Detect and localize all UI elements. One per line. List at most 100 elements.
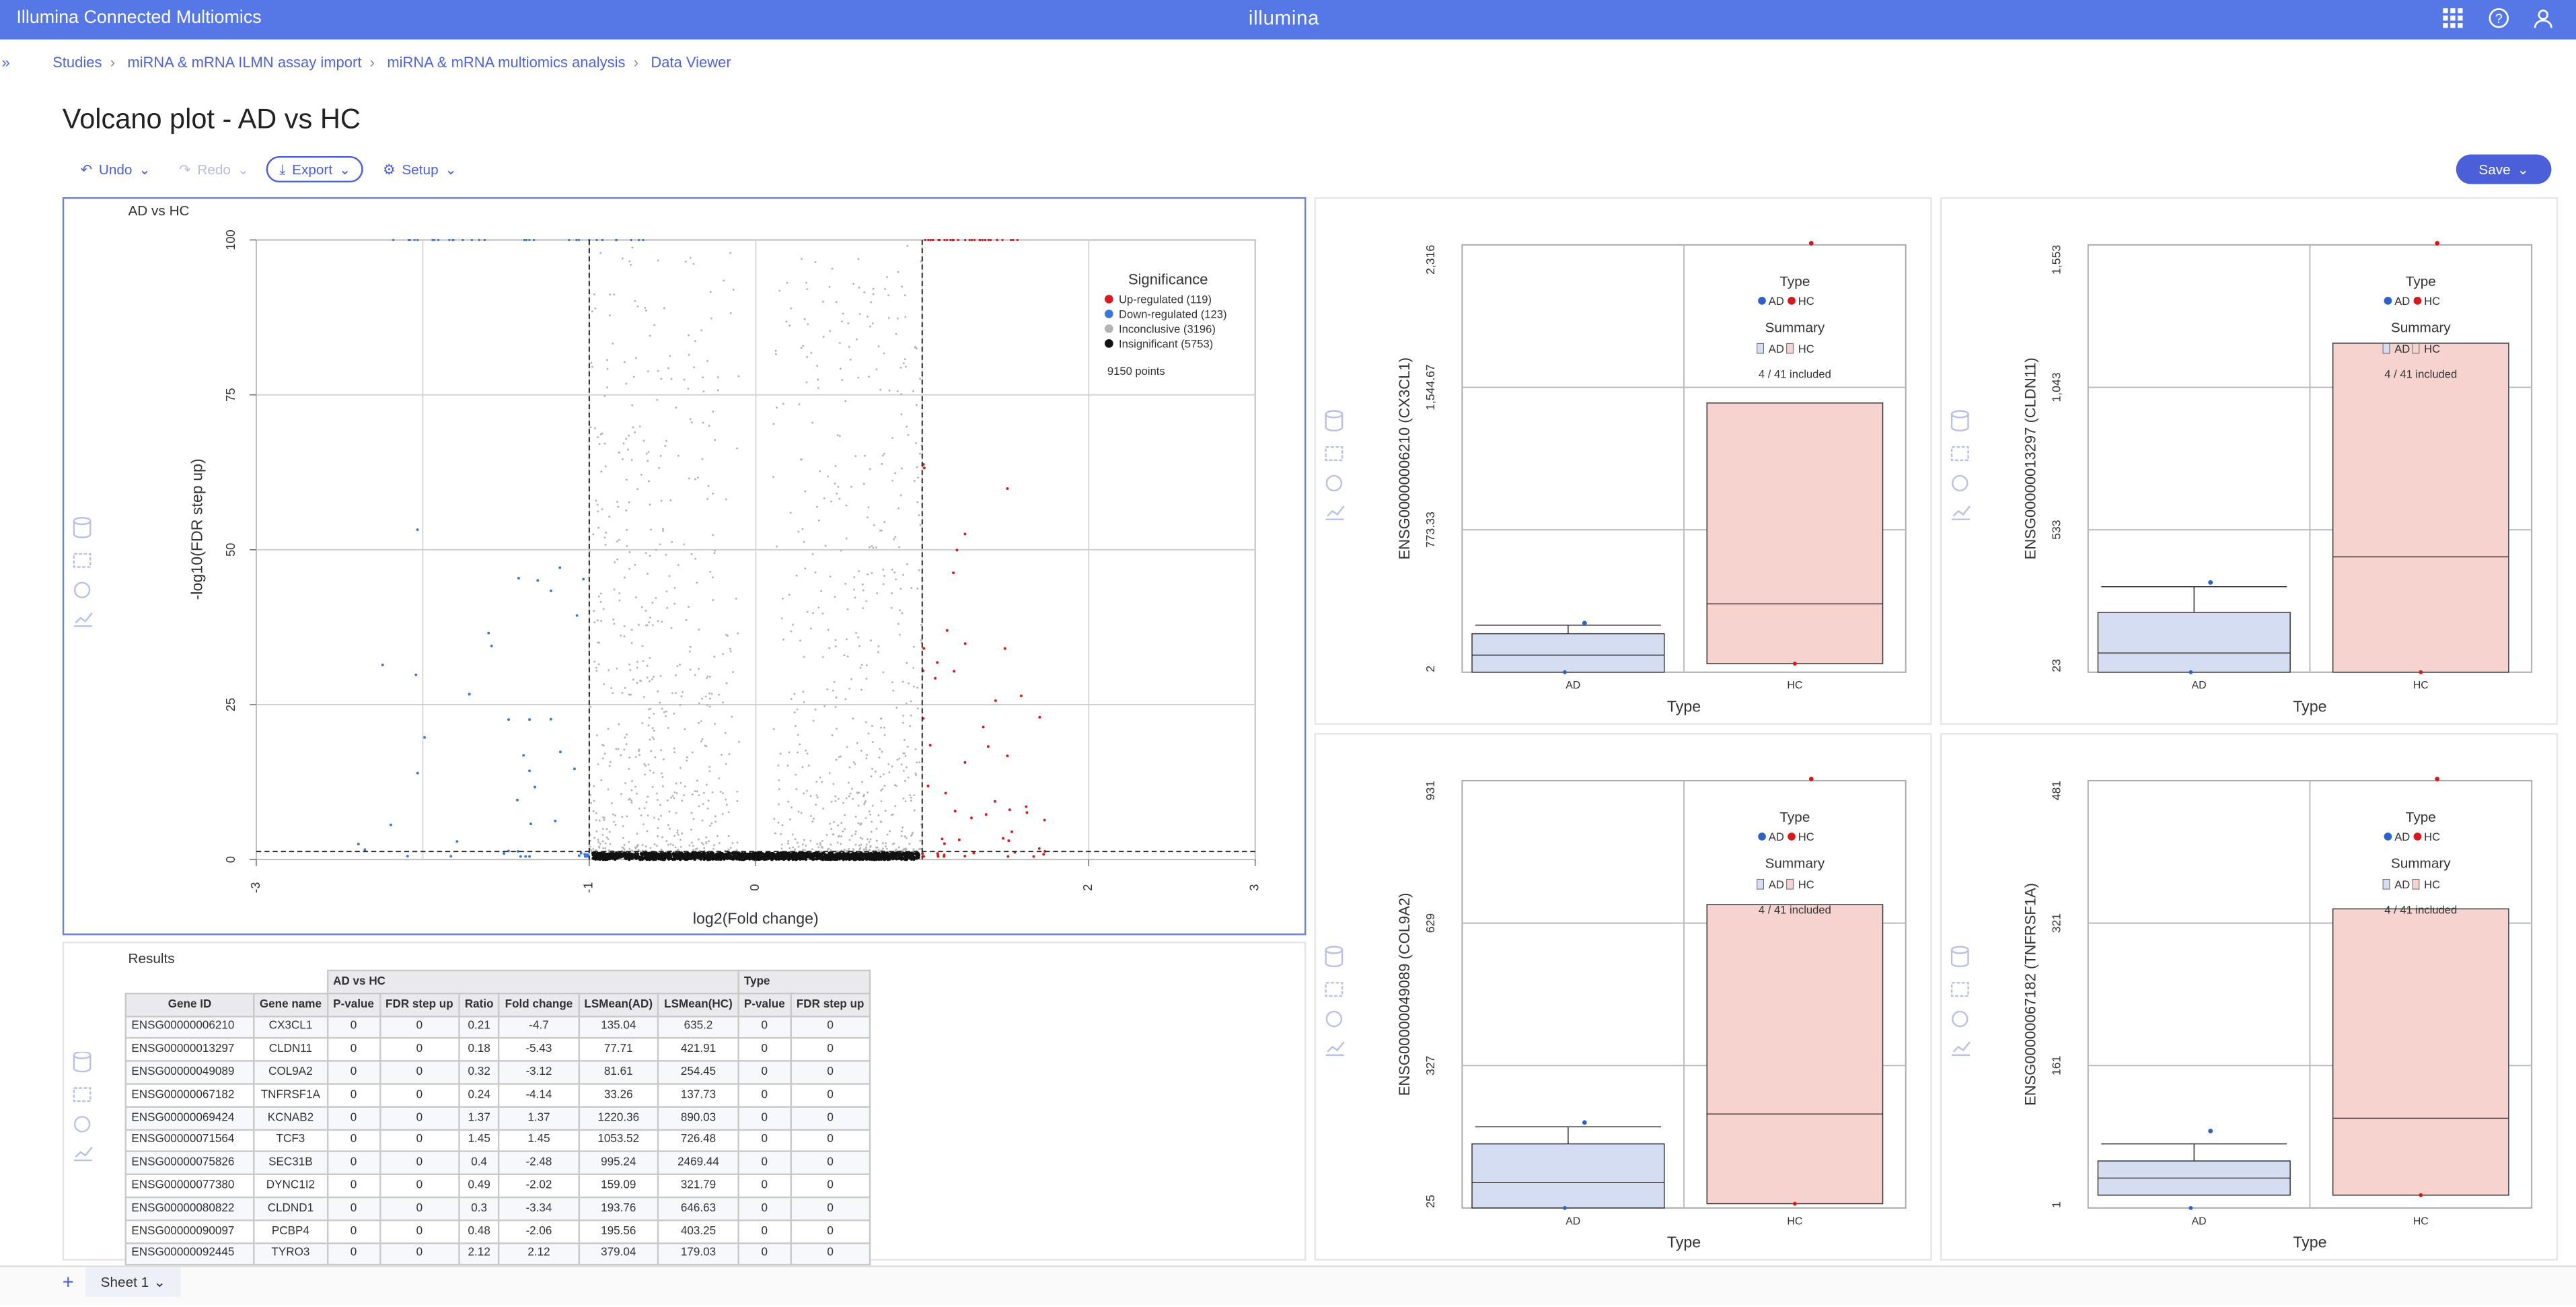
data-icon[interactable] <box>1325 946 1344 968</box>
column-header[interactable]: Gene name <box>253 992 328 1017</box>
results-table[interactable]: AD vs HC Type Gene ID Gene name P-value FDR… <box>124 969 871 1267</box>
insignificant-point <box>877 852 880 856</box>
breadcrumb-import[interactable]: miRNA & mRNA ILMN assay import <box>127 54 362 71</box>
box-ad[interactable] <box>1471 1143 1665 1209</box>
selection-icon[interactable] <box>1325 982 1344 997</box>
box-hc[interactable] <box>2332 343 2509 673</box>
box-hc[interactable] <box>2332 908 2509 1196</box>
inconclusive-point <box>822 807 825 810</box>
data-icon[interactable] <box>73 1051 91 1073</box>
table-row[interactable]: ENSG00000075826 SEC31B 0 0 0.4 -2.48 995.24 246… <box>124 1151 871 1176</box>
chart-icon[interactable] <box>1325 1041 1345 1056</box>
insignificant-point <box>652 857 656 861</box>
table-row[interactable]: ENSG00000080822 CLDND1 0 0 0.3 -3.34 193.76 646… <box>124 1196 871 1221</box>
chart-icon[interactable] <box>73 612 93 627</box>
chart-icon[interactable] <box>1952 1041 1971 1056</box>
inconclusive-point <box>774 353 777 355</box>
volcano-plot-panel[interactable] <box>62 197 1307 935</box>
hc-point <box>2435 240 2440 246</box>
table-row[interactable]: ENSG00000069424 KCNAB2 0 0 1.37 1.37 1220.36 89… <box>124 1105 871 1131</box>
selection-icon[interactable] <box>73 1087 91 1102</box>
legend-box-swatch <box>1757 878 1764 890</box>
settings-icon[interactable] <box>1952 474 1968 492</box>
inconclusive-point <box>868 810 871 813</box>
breadcrumb-data-viewer[interactable]: Data Viewer <box>651 54 731 71</box>
selection-icon[interactable] <box>1950 446 1969 461</box>
column-header[interactable]: Gene ID <box>124 992 255 1017</box>
table-row[interactable]: ENSG00000006210 CX3CL1 0 0 0.21 -4.7 135.04 635… <box>124 1015 871 1040</box>
column-header[interactable]: FDR step up <box>379 992 460 1017</box>
expand-sidebar-icon[interactable]: » <box>1 54 10 71</box>
settings-icon[interactable] <box>73 1116 91 1133</box>
settings-icon[interactable] <box>73 581 91 598</box>
inconclusive-point <box>708 676 711 678</box>
table-row[interactable]: ENSG00000049089 COL9A2 0 0 0.32 -3.12 81.61 254… <box>124 1060 871 1085</box>
table-row[interactable]: ENSG00000077380 DYNC1I2 0 0 0.49 -2.02 159.09 3… <box>124 1174 871 1199</box>
sheet-tab[interactable]: Sheet 1 ⌄ <box>85 1267 181 1297</box>
column-header[interactable]: LSMean(AD) <box>577 992 659 1017</box>
settings-icon[interactable] <box>1325 1010 1343 1028</box>
redo-button[interactable]: ↷ Redo ⌄ <box>179 156 249 182</box>
save-button[interactable]: Save ⌄ <box>2456 154 2552 184</box>
insignificant-point <box>591 851 595 855</box>
column-header[interactable]: Ratio <box>458 992 501 1017</box>
inconclusive-point <box>910 796 912 799</box>
column-header[interactable]: P-value <box>326 992 381 1017</box>
undo-button[interactable]: ↶ Undo ⌄ <box>81 156 151 182</box>
help-icon[interactable]: ? <box>2487 7 2510 30</box>
settings-icon[interactable] <box>1325 474 1343 492</box>
table-row[interactable]: ENSG00000013297 CLDN11 0 0 0.18 -5.43 77.71 421… <box>124 1037 871 1062</box>
insignificant-point <box>699 857 703 860</box>
x-tick-label: -1 <box>581 882 595 893</box>
add-sheet-button[interactable]: + <box>62 1270 74 1294</box>
setup-button[interactable]: ⚙ Setup ⌄ <box>383 156 457 182</box>
column-header[interactable]: P-value <box>737 992 792 1017</box>
selection-icon[interactable] <box>73 553 91 568</box>
table-row[interactable]: ENSG00000071564 TCF3 0 0 1.45 1.45 1053.52 726.… <box>124 1128 871 1153</box>
up-regulated-point <box>953 810 957 813</box>
hc-point <box>2419 670 2423 674</box>
box-ad[interactable] <box>1471 633 1665 673</box>
column-header[interactable]: FDR step up <box>790 992 871 1017</box>
chart-icon[interactable] <box>1952 505 1971 520</box>
apps-grid-icon[interactable] <box>2441 7 2464 30</box>
export-button[interactable]: ⤓ Export ⌄ <box>266 155 364 183</box>
data-icon[interactable] <box>1950 410 1969 432</box>
breadcrumb-studies[interactable]: Studies <box>52 54 102 71</box>
inconclusive-point <box>712 534 714 536</box>
settings-icon[interactable] <box>1952 1010 1968 1028</box>
data-icon[interactable] <box>73 517 91 538</box>
volcano-legend[interactable]: Significance Up-regulated (119)Down-regu… <box>1105 271 1227 378</box>
chart-icon[interactable] <box>1325 505 1345 520</box>
table-row[interactable]: ENSG00000090097 PCBP4 0 0 0.48 -2.06 195.56 403… <box>124 1219 871 1244</box>
box-hc[interactable] <box>1706 904 1884 1205</box>
data-icon[interactable] <box>1325 410 1344 432</box>
selection-icon[interactable] <box>1950 982 1969 997</box>
inconclusive-point <box>602 847 605 849</box>
column-header[interactable]: LSMean(HC) <box>657 992 739 1017</box>
insignificant-point <box>828 853 832 856</box>
breadcrumb-analysis[interactable]: miRNA & mRNA multiomics analysis <box>387 54 626 71</box>
inconclusive-point <box>612 619 615 621</box>
column-header[interactable]: Fold change <box>498 992 580 1017</box>
down-regulated-point <box>449 855 453 858</box>
box-ad[interactable] <box>2097 612 2291 673</box>
table-row[interactable]: ENSG00000092445 TYRO3 0 0 2.12 2.12 379.04 179.… <box>124 1242 871 1267</box>
inconclusive-point <box>728 753 731 756</box>
box-hc[interactable] <box>1706 402 1884 664</box>
inconclusive-point <box>841 379 844 382</box>
table-row[interactable]: ENSG00000067182 TNFRSF1A 0 0 0.24 -4.14 33.26 1… <box>124 1083 871 1108</box>
data-icon[interactable] <box>1950 946 1969 968</box>
user-icon[interactable] <box>2532 7 2554 30</box>
selection-icon[interactable] <box>1325 446 1344 461</box>
inconclusive-point <box>712 599 714 602</box>
chart-icon[interactable] <box>73 1146 93 1162</box>
